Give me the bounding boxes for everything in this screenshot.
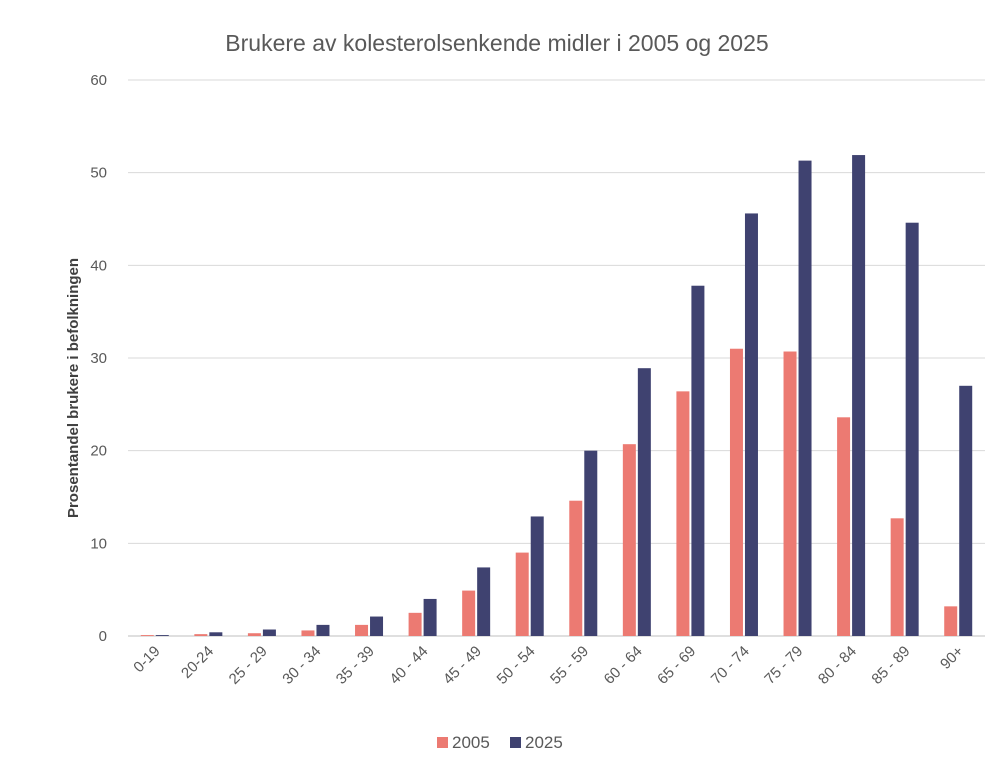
bar-2025-6 — [477, 567, 491, 636]
bar-2005-14 — [890, 518, 904, 636]
x-tick-label: 75 - 79 — [761, 643, 806, 688]
legend-swatch-2025 — [510, 737, 521, 748]
x-tick-label: 20-24 — [178, 643, 217, 682]
x-tick-label: 45 - 49 — [440, 643, 485, 688]
x-tick-label: 25 - 29 — [226, 643, 271, 688]
bar-2025-9 — [637, 368, 651, 636]
bar-2005-8 — [569, 500, 583, 636]
y-tick-label: 0 — [99, 628, 107, 645]
x-tick-label: 55 - 59 — [547, 643, 592, 688]
x-tick-label: 30 - 34 — [279, 643, 324, 688]
bar-2005-4 — [355, 624, 369, 636]
y-axis-title: Prosentandel brukere i befolkningen — [65, 258, 82, 518]
bar-2005-2 — [247, 633, 261, 636]
y-tick-label: 60 — [90, 72, 107, 89]
y-tick-label: 20 — [90, 443, 107, 460]
bar-2005-5 — [408, 612, 422, 636]
x-tick-label: 65 - 69 — [654, 643, 699, 688]
bar-2025-7 — [530, 516, 544, 636]
x-tick-label: 70 - 74 — [708, 643, 753, 688]
bar-2005-3 — [301, 630, 315, 636]
gridlines — [128, 79, 985, 637]
bar-2025-2 — [262, 629, 276, 636]
bar-2005-15 — [944, 606, 958, 636]
y-axis-ticks: 0 10 20 30 40 50 60 — [90, 72, 107, 645]
legend: 2005 2025 — [437, 733, 563, 752]
y-tick-label: 30 — [90, 350, 107, 367]
bar-2005-12 — [783, 351, 797, 636]
bar-2025-14 — [905, 222, 919, 636]
x-tick-label: 35 - 39 — [333, 643, 378, 688]
x-tick-label: 0-19 — [130, 643, 163, 676]
bar-2025-15 — [959, 385, 973, 636]
bar-2025-3 — [316, 624, 330, 636]
x-tick-label: 60 - 64 — [601, 643, 646, 688]
x-tick-label: 90+ — [937, 643, 967, 673]
bar-2005-6 — [462, 590, 476, 636]
x-axis-ticks: 0-19 20-24 25 - 29 30 - 34 35 - 39 40 - 44 45 … — [130, 643, 967, 688]
bar-2025-10 — [691, 285, 705, 636]
bar-2025-4 — [370, 616, 384, 636]
y-tick-label: 10 — [90, 535, 107, 552]
bar-2025-1 — [209, 632, 223, 636]
y-tick-label: 40 — [90, 257, 107, 274]
bar-2005-1 — [194, 634, 208, 636]
bars — [140, 155, 973, 636]
bar-2025-0 — [155, 635, 169, 636]
x-tick-label: 50 - 54 — [494, 643, 539, 688]
x-tick-label: 85 - 89 — [868, 643, 913, 688]
y-tick-label: 50 — [90, 165, 107, 182]
bar-2005-10 — [676, 391, 690, 636]
bar-2025-12 — [798, 160, 812, 636]
bar-2025-11 — [744, 213, 758, 636]
legend-label: 2025 — [525, 733, 563, 752]
bar-2005-7 — [515, 552, 529, 636]
x-tick-label: 40 - 44 — [386, 643, 431, 688]
bar-2005-0 — [140, 635, 154, 636]
bar-2025-5 — [423, 598, 437, 636]
legend-swatch-2005 — [437, 737, 448, 748]
x-tick-label: 80 - 84 — [815, 643, 860, 688]
bar-2005-13 — [837, 417, 851, 636]
legend-label: 2005 — [452, 733, 490, 752]
bar-2025-13 — [852, 155, 866, 636]
bar-2005-11 — [729, 348, 743, 636]
chart-title: Brukere av kolesterolsenkende midler i 2… — [225, 30, 768, 56]
bar-2025-8 — [584, 450, 598, 636]
bar-2005-9 — [622, 444, 636, 636]
